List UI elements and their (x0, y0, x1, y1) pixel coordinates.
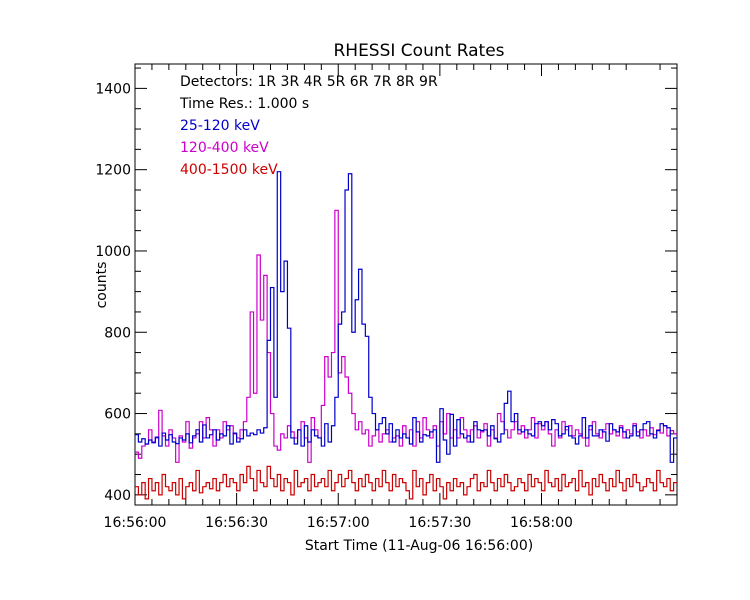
y-tick-label-600: 600 (104, 407, 131, 423)
y-tick-label-1200: 1200 (95, 163, 131, 179)
series-lines (135, 171, 677, 500)
chart-title: RHESSI Count Rates (333, 41, 504, 61)
legend: Detectors: 1R 3R 4R 5R 6R 7R 8R 9R Time … (179, 74, 438, 178)
axis-ticks: 400 600 800 1000 1200 1400 16:56:00 16:56:30 16:… (95, 64, 677, 531)
y-tick-label-400: 400 (104, 488, 131, 504)
legend-entry-120-400: 120-400 keV (180, 140, 269, 156)
legend-entry-400-1500: 400-1500 keV (180, 162, 278, 178)
series-line-120-400-kev (135, 209, 677, 463)
x-tick-label-16-56-30: 16:56:30 (205, 515, 268, 531)
series-line-25-120-kev (135, 171, 677, 463)
y-tick-label-1000: 1000 (95, 244, 131, 260)
x-axis-label: Start Time (11-Aug-06 16:56:00) (305, 538, 533, 554)
y-tick-label-800: 800 (104, 325, 131, 341)
y-axis-label: counts (94, 262, 110, 309)
series-line-400-1500-kev (135, 465, 677, 500)
annotation-time-res: Time Res.: 1.000 s (179, 96, 309, 112)
x-tick-label-16-56-00: 16:56:00 (104, 515, 167, 531)
annotation-detectors: Detectors: 1R 3R 4R 5R 6R 7R 8R 9R (180, 74, 438, 90)
y-tick-label-1400: 1400 (95, 81, 131, 97)
x-tick-label-16-57-00: 16:57:00 (307, 515, 370, 531)
x-tick-label-16-57-30: 16:57:30 (408, 515, 471, 531)
x-tick-label-16-58-00: 16:58:00 (510, 515, 573, 531)
legend-entry-25-120: 25-120 keV (180, 118, 260, 134)
